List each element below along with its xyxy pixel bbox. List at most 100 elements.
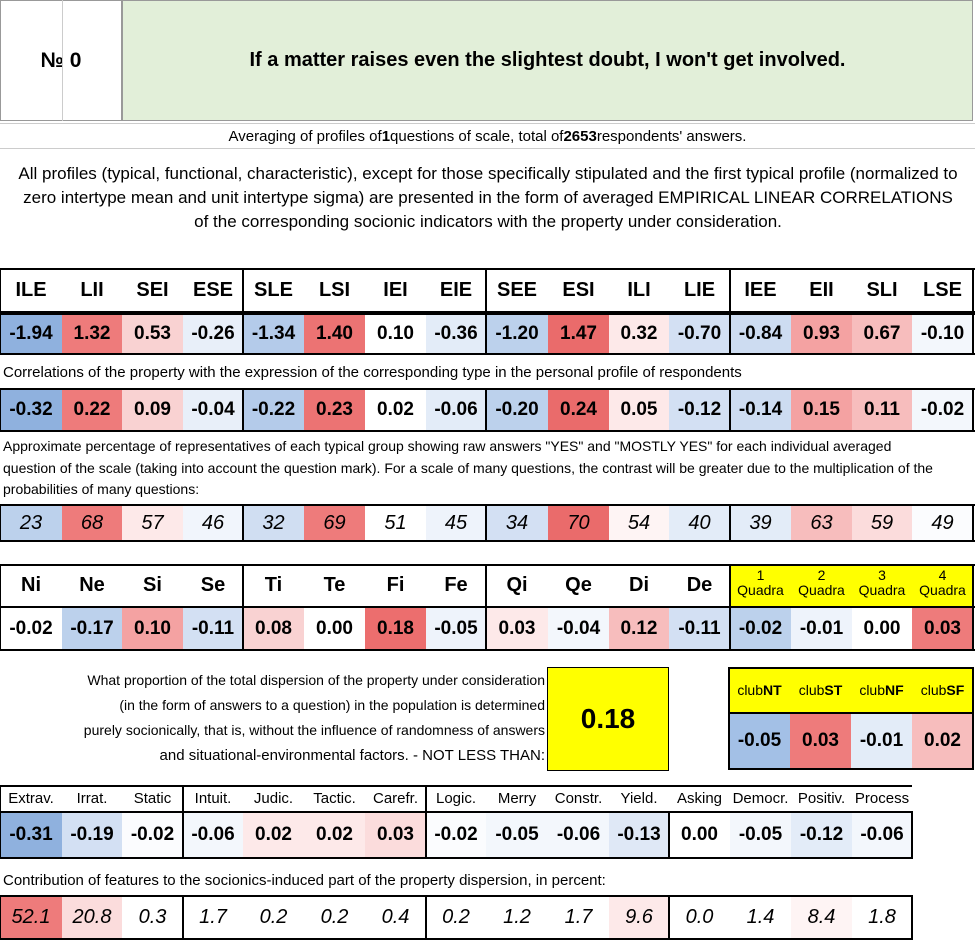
group-divider (0, 388, 1, 432)
trait-header-judic: Judic. (253, 789, 294, 807)
type_pct-cell: 51 (365, 504, 426, 542)
function-value-cell: 0.10 (122, 606, 183, 651)
group-divider (729, 564, 731, 606)
type_pct-cell: 34 (486, 504, 548, 542)
group-divider (972, 313, 974, 355)
row-border-top (0, 895, 912, 897)
club-value-cell: -0.01 (851, 712, 912, 770)
row-border-bottom (0, 430, 975, 432)
type_corr-cell: 0.22 (62, 388, 122, 432)
type_corr-cell: 0.23 (304, 388, 365, 432)
row-border-bottom (0, 353, 975, 355)
trait_values-cell: -0.31 (0, 811, 62, 859)
trait-header-democr: Democr. (732, 789, 789, 807)
summary-respondents: 2653 (563, 127, 597, 145)
type_corr-cell: 0.15 (791, 388, 852, 432)
type-header-lii: LII (80, 279, 104, 301)
type_pct-cell: 49 (912, 504, 973, 542)
type_profile-cell: -1.34 (243, 313, 304, 355)
group-divider (729, 313, 731, 355)
type-header-lse: LSE (923, 279, 962, 301)
group-divider (425, 785, 427, 811)
function-value-cell: -0.11 (669, 606, 730, 651)
club-header-nf: club NF (851, 667, 912, 712)
function-header-di: Di (629, 573, 649, 596)
trait-header-process: Process (854, 789, 910, 807)
row-border-top (729, 712, 973, 714)
type_corr-cell: 0.24 (548, 388, 609, 432)
group-divider (242, 268, 244, 313)
pct-caption: Approximate percentage of representative… (3, 438, 933, 497)
group-divider (972, 504, 974, 542)
summary-line: Averaging of profiles of 1 questions of … (0, 123, 975, 149)
dispersion-line-4: and situational-environmental factors. -… (159, 747, 545, 764)
group-divider (425, 811, 427, 859)
group-divider (729, 268, 731, 313)
type-pct-row: 23 68 57 46 32 69 51 45 34 70 54 40 39 63 59 49 (0, 504, 975, 542)
trait_values-cell: -0.06 (548, 811, 609, 859)
trait_values-cell: -0.13 (609, 811, 669, 859)
trait_values-cell: 0.00 (669, 811, 730, 859)
type_profile-cell: 1.40 (304, 313, 365, 355)
club-header-nt: club NT (729, 667, 790, 712)
group-divider (972, 268, 974, 313)
trait-header-asking: Asking (676, 789, 723, 807)
club-code: SF (946, 681, 965, 698)
type_corr-cell: 0.05 (609, 388, 669, 432)
type-header-lie: LIE (683, 279, 716, 301)
trait_values-cell: 0.02 (304, 811, 365, 859)
type-header-esi: ESI (562, 279, 595, 301)
trait_values-cell: -0.06 (183, 811, 243, 859)
group-divider (485, 388, 487, 432)
type-header-sle: SLE (254, 279, 293, 301)
quadra-number: 3 (878, 567, 886, 583)
group-divider (668, 811, 670, 859)
row-border-bottom (0, 540, 975, 542)
corr-caption: Correlations of the property with the ex… (3, 364, 742, 381)
function-header-ti: Ti (264, 573, 283, 596)
function-header-te: Te (323, 573, 346, 596)
group-divider (0, 785, 1, 811)
group-divider (485, 606, 487, 651)
trait-header-carefr: Carefr. (372, 789, 418, 807)
type_corr-cell: 0.02 (365, 388, 426, 432)
quadra-label: Quadra (798, 582, 845, 598)
row-border-top (0, 564, 975, 566)
summary-middle: questions of scale, total of (390, 127, 564, 145)
type_profile-cell: -0.84 (730, 313, 791, 355)
group-divider (911, 811, 913, 859)
quadra-label: Quadra (737, 582, 784, 598)
type-header-eii: EII (809, 279, 834, 301)
group-divider (182, 785, 184, 811)
function-header-de: De (686, 573, 713, 596)
type_pct-cell: 32 (243, 504, 304, 542)
group-divider (972, 606, 974, 651)
contrib-caption: Contribution of features to the socionic… (3, 872, 606, 889)
type-header-ile: ILE (15, 279, 47, 301)
type_profile-cell: -0.10 (912, 313, 973, 355)
group-divider (0, 895, 1, 940)
club-prefix: club (859, 681, 885, 698)
type_pct-cell: 45 (426, 504, 486, 542)
function-value-cell: 0.03 (912, 606, 973, 651)
clubs-values-row: -0.05 0.03 -0.01 0.02 (728, 712, 974, 770)
trait_contrib-cell: 1.8 (852, 895, 912, 940)
trait-header-intuit: Intuit. (194, 789, 232, 807)
type-profile-row: -1.94 1.32 0.53 -0.26 -1.34 1.40 0.10 -0.36 -1.2… (0, 313, 975, 355)
club-code: ST (824, 681, 843, 698)
type_corr-cell: -0.04 (183, 388, 243, 432)
group-divider (0, 564, 1, 606)
function-value-cell: -0.02 (730, 606, 791, 651)
types-header-row: ILE LII SEI ESE SLE LSI IEI EIE SEE ESI ILI LIE IEE E… (0, 268, 975, 313)
trait_contrib-cell: 20.8 (62, 895, 122, 940)
group-divider (242, 504, 244, 542)
group-divider (485, 504, 487, 542)
group-divider (0, 504, 1, 542)
trait_contrib-cell: 0.2 (426, 895, 486, 940)
type-header-ili: ILI (627, 279, 651, 301)
functions-values-row: -0.02 -0.17 0.10 -0.11 0.08 0.00 0.18 -0.05 0.03… (0, 606, 975, 651)
function-value-cell: -0.04 (548, 606, 609, 651)
row-border-bottom (0, 311, 975, 313)
trait_values-cell: -0.05 (486, 811, 548, 859)
function-value-cell: 0.00 (304, 606, 365, 651)
